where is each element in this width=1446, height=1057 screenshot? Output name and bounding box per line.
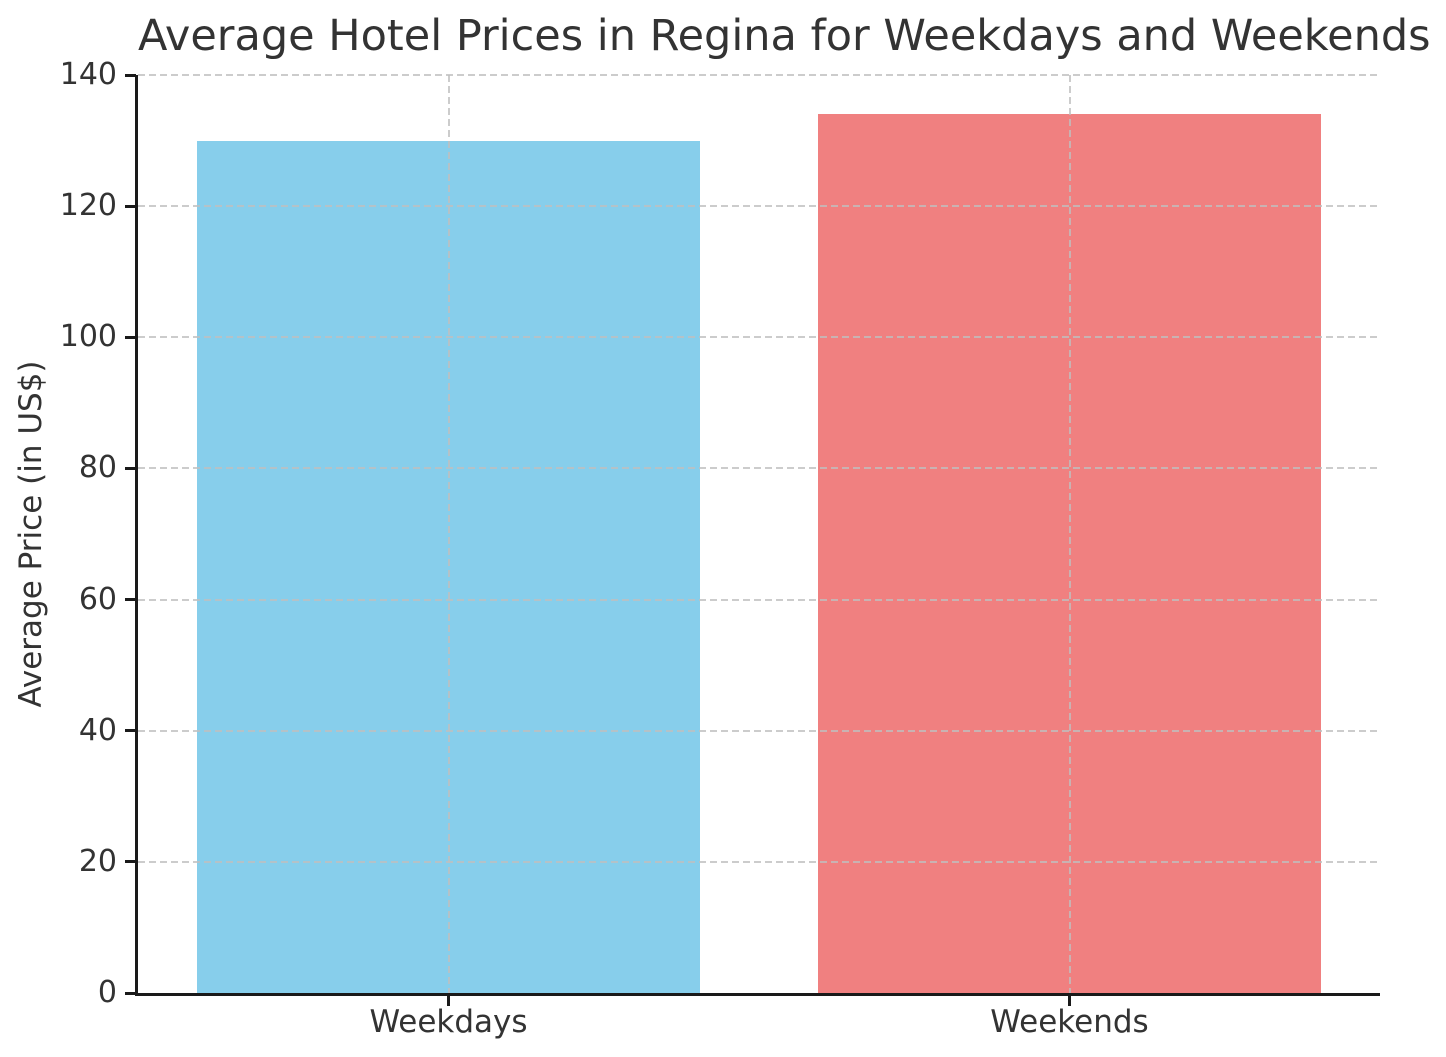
y-tick-mark [125, 991, 136, 995]
x-tick-label-weekends: Weekends [990, 1004, 1149, 1040]
x-tick-label-weekdays: Weekdays [369, 1004, 528, 1040]
y-tick-mark [125, 335, 136, 339]
x-axis-spine [135, 993, 1380, 996]
y-tick-label: 60 [78, 581, 117, 617]
bars-layer [138, 75, 1380, 993]
y-tick-label: 80 [78, 450, 117, 486]
y-axis-label: Average Price (in US$) [13, 360, 49, 708]
y-tick-mark [125, 860, 136, 864]
y-tick-mark [125, 598, 136, 602]
bar-weekdays [196, 140, 700, 993]
chart-title: Average Hotel Prices in Regina for Weekd… [138, 11, 1431, 61]
y-tick-mark [125, 729, 136, 733]
y-tick-label: 100 [59, 319, 117, 355]
y-tick-label: 140 [59, 57, 117, 92]
plot-area [138, 74, 1380, 993]
y-axis-spine [135, 75, 138, 996]
x-tick-mark [447, 996, 450, 1006]
y-tick-label: 120 [59, 188, 117, 224]
y-tick-label: 0 [97, 975, 117, 1010]
y-tick-label: 20 [78, 843, 117, 879]
y-tick-mark [125, 466, 136, 470]
y-tick-label: 40 [78, 712, 117, 748]
y-tick-mark [125, 73, 136, 77]
y-tick-mark [125, 204, 136, 208]
bar-weekends [817, 114, 1321, 993]
x-tick-mark [1068, 996, 1071, 1006]
